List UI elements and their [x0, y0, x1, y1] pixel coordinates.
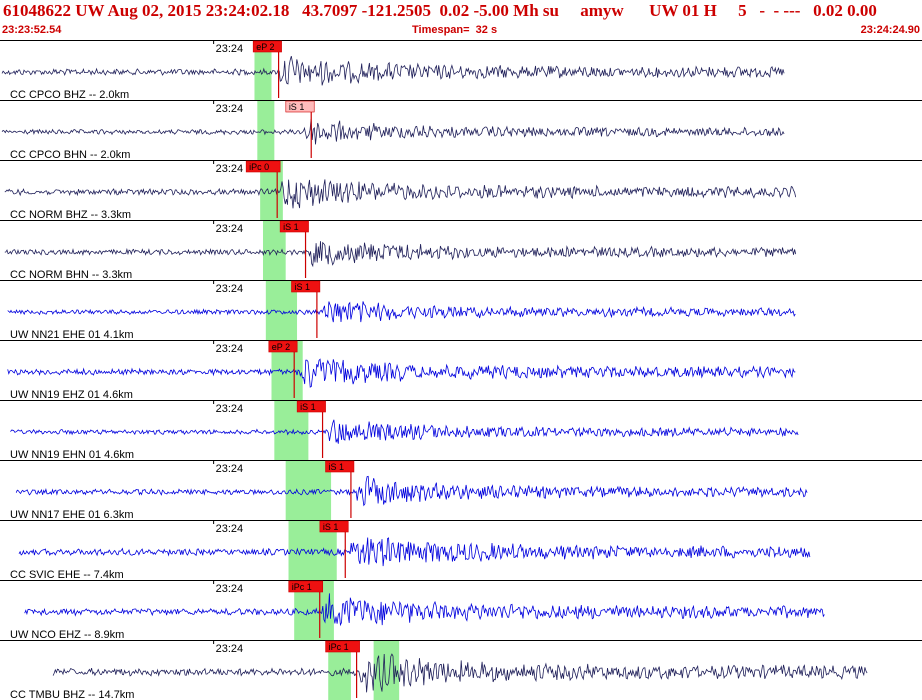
pick-label: eP 2 [256, 42, 274, 52]
minute-tick-label: 23:24 [216, 43, 244, 55]
seismogram-plot: 23:24 eP 2 CC CPCO BHZ -- 2.0km 23:24 iS 1 CC… [0, 40, 922, 700]
pick-label-box [291, 280, 321, 293]
station-label: UW NN17 EHE 01 6.3km [10, 509, 133, 521]
waveform-trace [4, 179, 797, 209]
minute-tick-label: 23:24 [216, 163, 244, 175]
timespan-label: Timespan= 32 s [412, 24, 498, 36]
pick-label-box [296, 400, 326, 413]
minute-tick-label: 23:24 [216, 223, 244, 235]
pick-label: iS 1 [300, 402, 316, 412]
pick-label: iS 1 [329, 462, 345, 472]
pick-label-box [288, 580, 324, 593]
station-label: UW NN21 EHE 01 4.1km [10, 329, 133, 341]
pick-label-box [325, 460, 355, 473]
pick-label: eP 2 [272, 342, 290, 352]
waveform-trace [10, 419, 799, 444]
pick-label: iPc 1 [329, 642, 349, 652]
pick-label-box [279, 220, 309, 233]
pick-label-box [268, 340, 298, 353]
minute-tick-label: 23:24 [216, 463, 244, 475]
event-title: 61048622 UW Aug 02, 2015 23:24:02.18 43.… [3, 1, 877, 20]
pick-label-box [325, 640, 360, 653]
waveform-trace [52, 653, 868, 693]
pick-label: iPc 1 [292, 582, 312, 592]
station-label: CC NORM BHZ -- 3.3km [10, 209, 131, 221]
station-label: UW NCO EHZ -- 8.9km [10, 629, 124, 641]
waveform-trace [24, 593, 825, 627]
pick-label: iS 1 [283, 222, 299, 232]
pick-label: iS 1 [294, 282, 310, 292]
minute-tick-label: 23:24 [216, 643, 244, 655]
pick-label-box [252, 40, 282, 53]
waveform-trace [15, 475, 808, 507]
waveform-trace [1, 119, 785, 145]
minute-tick-label: 23:24 [216, 283, 244, 295]
station-label: CC SVIC EHE -- 7.4km [10, 569, 124, 581]
end-time: 23:24:24.90 [860, 24, 920, 36]
waveform-trace [7, 301, 796, 323]
station-label: CC CPCO BHN -- 2.0km [10, 149, 130, 161]
station-label: CC CPCO BHZ -- 2.0km [10, 89, 129, 101]
minute-tick-label: 23:24 [216, 403, 244, 415]
pick-label-box [285, 100, 315, 113]
pick-label-box [319, 520, 349, 533]
station-label: UW NN19 EHZ 01 4.6km [10, 389, 133, 401]
pick-label: iS 1 [289, 102, 305, 112]
waveform-trace [4, 241, 797, 268]
header: 61048622 UW Aug 02, 2015 23:24:02.18 43.… [0, 0, 922, 40]
station-label: CC TMBU BHZ -- 14.7km [10, 689, 134, 700]
analysis-window-band [328, 641, 351, 700]
waveform-trace [18, 537, 811, 567]
minute-tick-label: 23:24 [216, 343, 244, 355]
waveform-trace [7, 358, 796, 388]
minute-tick-label: 23:24 [216, 103, 244, 115]
station-label: UW NN19 EHN 01 4.6km [10, 449, 134, 461]
analysis-window-band [257, 101, 275, 160]
start-time: 23:23:52.54 [2, 24, 62, 36]
pick-label: iS 1 [323, 522, 339, 532]
minute-tick-label: 23:24 [216, 523, 244, 535]
minute-tick-label: 23:24 [216, 583, 244, 595]
pick-label: iPc 0 [249, 162, 269, 172]
pick-label-box [245, 160, 281, 173]
waveform-trace [1, 55, 785, 86]
station-label: CC NORM BHN -- 3.3km [10, 269, 132, 281]
